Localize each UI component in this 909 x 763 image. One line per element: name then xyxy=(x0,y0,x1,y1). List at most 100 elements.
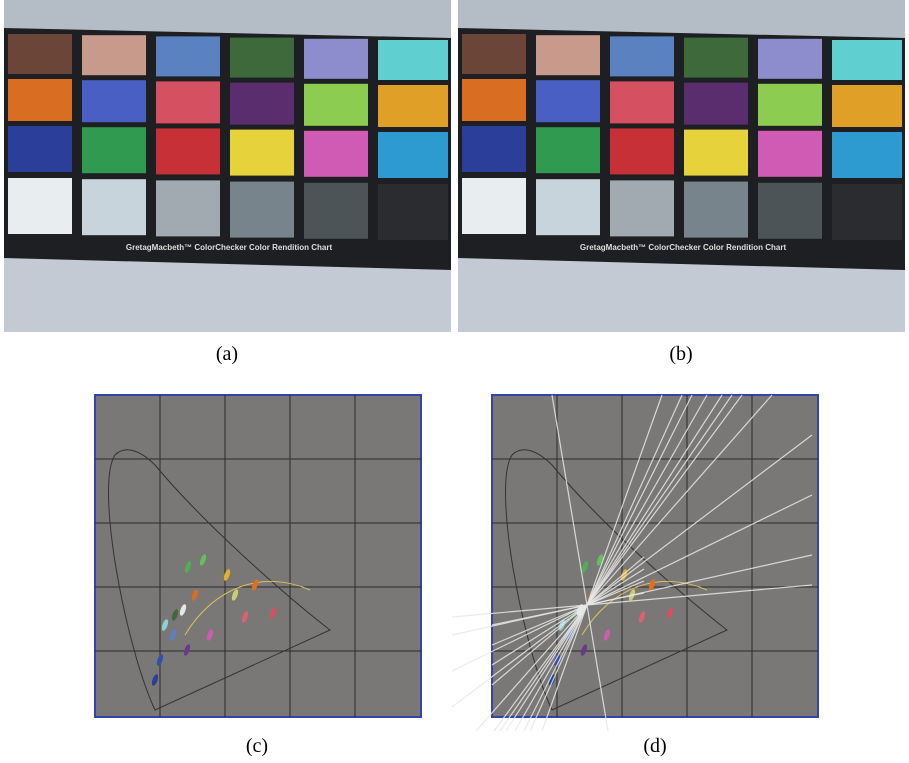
constraint-line xyxy=(491,580,645,646)
constraint-line xyxy=(505,394,723,732)
patch xyxy=(684,82,748,125)
patch xyxy=(610,81,674,124)
patch xyxy=(462,34,526,74)
constraint-line xyxy=(451,584,813,618)
constraint-line xyxy=(541,394,663,732)
plot-area xyxy=(94,394,422,718)
chromaticity-point xyxy=(269,607,277,619)
planckian-locus xyxy=(581,580,708,636)
caption: (b) xyxy=(669,343,692,365)
patch xyxy=(462,178,526,234)
chromaticity-point xyxy=(666,607,674,619)
chromaticity-point xyxy=(151,674,159,686)
patch xyxy=(758,182,822,239)
patch xyxy=(304,182,368,239)
caption: (c) xyxy=(246,735,268,757)
photo: GretagMacbeth™ ColorChecker Color Rendit… xyxy=(458,0,905,332)
photo: GretagMacbeth™ ColorChecker Color Rendit… xyxy=(4,0,451,332)
chromaticity-point xyxy=(183,644,191,656)
patch xyxy=(304,38,368,79)
constraint-line xyxy=(491,568,645,666)
spectral-locus xyxy=(505,449,728,711)
patch xyxy=(230,37,294,78)
constraint-line xyxy=(491,592,645,626)
chromaticity-point xyxy=(580,644,588,656)
caption: (a) xyxy=(216,343,238,365)
constraint-line xyxy=(475,394,773,732)
constraint-line xyxy=(491,556,645,686)
chromaticity-point xyxy=(638,611,646,623)
plot xyxy=(94,394,422,718)
patch xyxy=(684,37,748,78)
constraint-line xyxy=(514,394,708,732)
constraint-line xyxy=(551,394,609,732)
patch xyxy=(82,80,146,123)
patch xyxy=(304,130,368,177)
patch xyxy=(8,79,72,121)
patch xyxy=(156,36,220,77)
patch xyxy=(758,38,822,79)
chromaticity-point xyxy=(603,629,611,641)
patch xyxy=(610,180,674,237)
patch xyxy=(832,40,902,80)
patch xyxy=(304,83,368,126)
constraint-line xyxy=(451,434,813,708)
chromaticity-point xyxy=(161,619,169,631)
patch xyxy=(156,128,220,175)
chromaticity-point xyxy=(184,561,192,573)
planckian-locus xyxy=(184,580,311,636)
chromaticity-point xyxy=(156,654,164,666)
chromaticity-point xyxy=(191,589,199,601)
patch xyxy=(230,82,294,125)
patch xyxy=(82,179,146,236)
patch xyxy=(832,132,902,178)
constraint-line xyxy=(451,494,813,672)
chromaticity-point xyxy=(171,609,179,621)
patch xyxy=(378,40,448,80)
caption: (d) xyxy=(643,735,666,757)
patch xyxy=(610,128,674,175)
patch xyxy=(536,179,600,236)
constraint-line xyxy=(529,394,683,732)
patch xyxy=(8,178,72,234)
patch xyxy=(536,127,600,174)
patch xyxy=(832,85,902,127)
chromaticity-point xyxy=(251,579,259,591)
patch xyxy=(462,126,526,172)
patch xyxy=(684,181,748,238)
chromaticity-point xyxy=(581,561,589,573)
patch xyxy=(156,180,220,237)
patch xyxy=(758,83,822,126)
constraint-line xyxy=(523,394,693,732)
patch xyxy=(156,81,220,124)
chromaticity-point xyxy=(596,554,604,566)
patch xyxy=(536,35,600,76)
patch xyxy=(462,79,526,121)
patch xyxy=(230,181,294,238)
constraint-line xyxy=(499,394,733,732)
chromaticity-point xyxy=(206,629,214,641)
patch xyxy=(832,184,902,240)
patch xyxy=(758,130,822,177)
chromaticity-point xyxy=(223,569,231,581)
chromaticity-point xyxy=(179,604,187,616)
chromaticity-point xyxy=(199,554,207,566)
chromaticity-point xyxy=(241,611,249,623)
patch xyxy=(536,80,600,123)
patch xyxy=(684,129,748,176)
patch xyxy=(82,127,146,174)
constraint-line xyxy=(493,394,743,732)
patch xyxy=(610,36,674,77)
chromaticity-point xyxy=(231,589,239,601)
patch xyxy=(378,132,448,178)
patch xyxy=(230,129,294,176)
patch xyxy=(8,126,72,172)
chromaticity-point xyxy=(548,674,556,686)
patch xyxy=(378,184,448,240)
plot-area xyxy=(491,394,819,718)
plot xyxy=(451,394,819,732)
chromaticity-point xyxy=(553,654,561,666)
patch xyxy=(378,85,448,127)
chart-label: GretagMacbeth™ ColorChecker Color Rendit… xyxy=(126,243,333,252)
